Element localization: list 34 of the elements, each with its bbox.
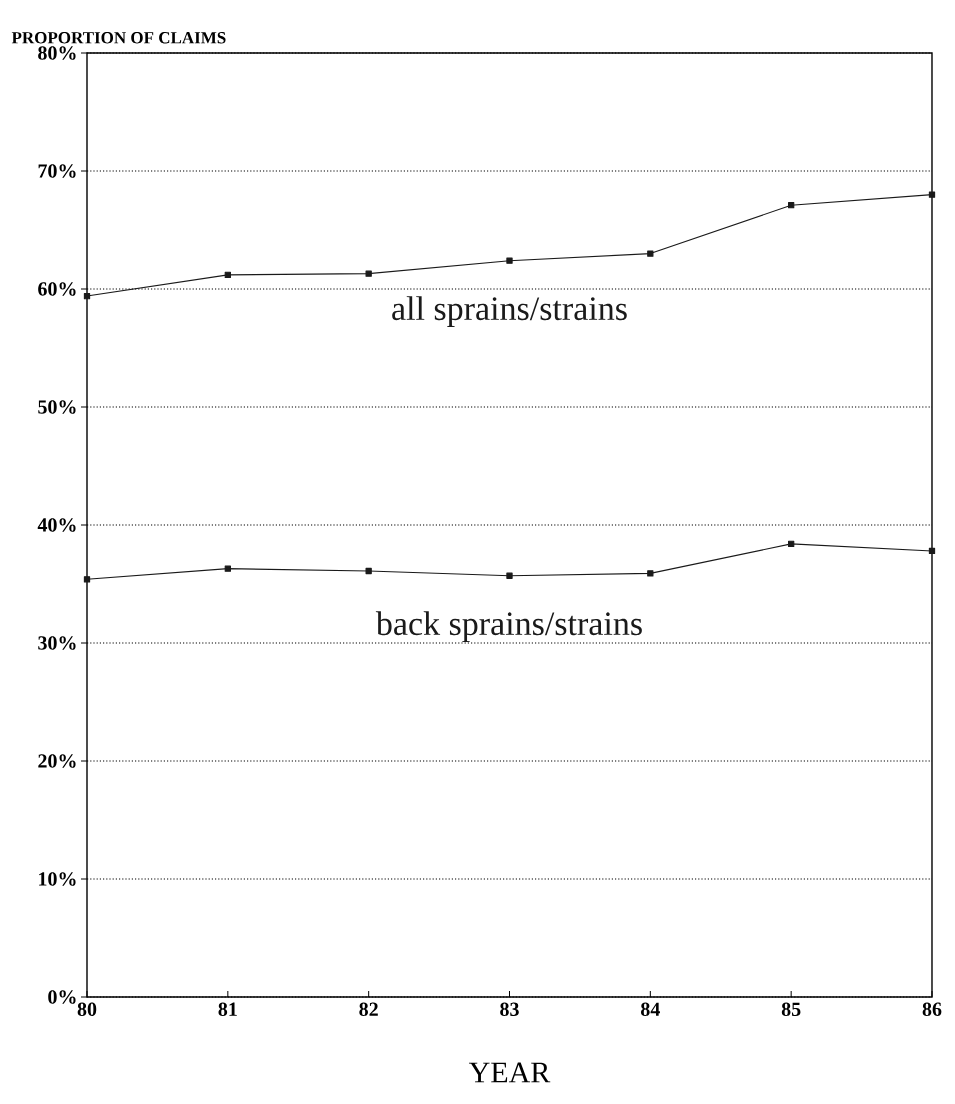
point: [83, 292, 91, 300]
point: [224, 271, 231, 278]
y-tick-label: 10%: [39, 872, 76, 886]
point: [647, 570, 654, 577]
point: [647, 250, 654, 257]
point: [365, 270, 372, 277]
y-tick-label: 70%: [38, 164, 76, 178]
y-axis-title: PROPORTION OF CLAIMS: [11, 32, 226, 44]
series-label: back sprains/strains: [375, 611, 642, 643]
y-tick-label: 80%: [38, 46, 76, 60]
y-tick-label: 30%: [38, 636, 76, 650]
point: [506, 572, 513, 579]
point: [788, 540, 795, 548]
x-tick-label: 85: [781, 1002, 801, 1017]
x-tick-label: 82: [359, 1002, 378, 1017]
y-tick-label: 60%: [38, 282, 76, 296]
point: [928, 547, 936, 555]
point: [788, 202, 795, 209]
y-tick-label: 50%: [38, 400, 76, 414]
point: [365, 567, 372, 575]
x-tick-label: 84: [640, 1002, 660, 1017]
series-label: all sprains/strains: [392, 296, 627, 328]
point: [928, 191, 936, 198]
x-axis-title: YEAR: [468, 1062, 551, 1083]
x-tick-label: 83: [500, 1002, 519, 1017]
y-tick-label: 0%: [48, 990, 76, 1004]
x-tick-label: 81: [218, 1002, 237, 1017]
x-tick-label: 86: [922, 1002, 942, 1017]
point: [83, 576, 91, 583]
x-tick-label: 80: [77, 1002, 97, 1017]
point: [506, 257, 513, 264]
y-tick-label: 20%: [38, 754, 76, 768]
point: [224, 565, 231, 572]
y-tick-label: 40%: [37, 518, 76, 532]
